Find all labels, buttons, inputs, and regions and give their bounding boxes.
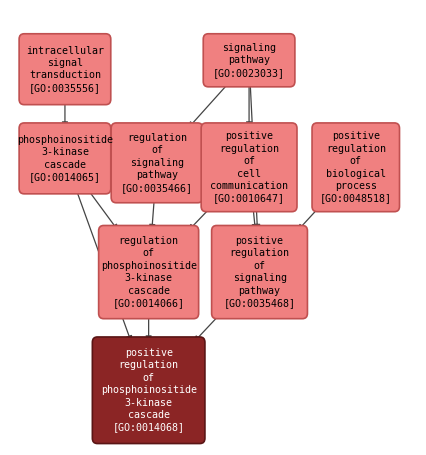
FancyBboxPatch shape bbox=[201, 123, 296, 212]
Text: phosphoinositide
3-kinase
cascade
[GO:0014065]: phosphoinositide 3-kinase cascade [GO:00… bbox=[17, 135, 113, 182]
FancyBboxPatch shape bbox=[311, 123, 399, 212]
FancyBboxPatch shape bbox=[211, 226, 307, 318]
Text: signaling
pathway
[GO:0023033]: signaling pathway [GO:0023033] bbox=[213, 43, 285, 78]
Text: positive
regulation
of
signaling
pathway
[GO:0035468]: positive regulation of signaling pathway… bbox=[223, 236, 295, 308]
FancyBboxPatch shape bbox=[98, 226, 198, 318]
Text: regulation
of
phosphoinositide
3-kinase
cascade
[GO:0014066]: regulation of phosphoinositide 3-kinase … bbox=[101, 236, 196, 308]
Text: positive
regulation
of
phosphoinositide
3-kinase
cascade
[GO:0014068]: positive regulation of phosphoinositide … bbox=[101, 348, 196, 432]
FancyBboxPatch shape bbox=[19, 123, 110, 194]
FancyBboxPatch shape bbox=[111, 123, 202, 203]
FancyBboxPatch shape bbox=[203, 34, 294, 87]
Text: positive
regulation
of
cell
communication
[GO:0010647]: positive regulation of cell communicatio… bbox=[210, 131, 288, 203]
FancyBboxPatch shape bbox=[92, 337, 204, 444]
Text: positive
regulation
of
biological
process
[GO:0048518]: positive regulation of biological proces… bbox=[319, 131, 391, 203]
Text: intracellular
signal
transduction
[GO:0035556]: intracellular signal transduction [GO:00… bbox=[26, 46, 104, 93]
FancyBboxPatch shape bbox=[19, 34, 110, 105]
Text: regulation
of
signaling
pathway
[GO:0035466]: regulation of signaling pathway [GO:0035… bbox=[121, 133, 193, 192]
